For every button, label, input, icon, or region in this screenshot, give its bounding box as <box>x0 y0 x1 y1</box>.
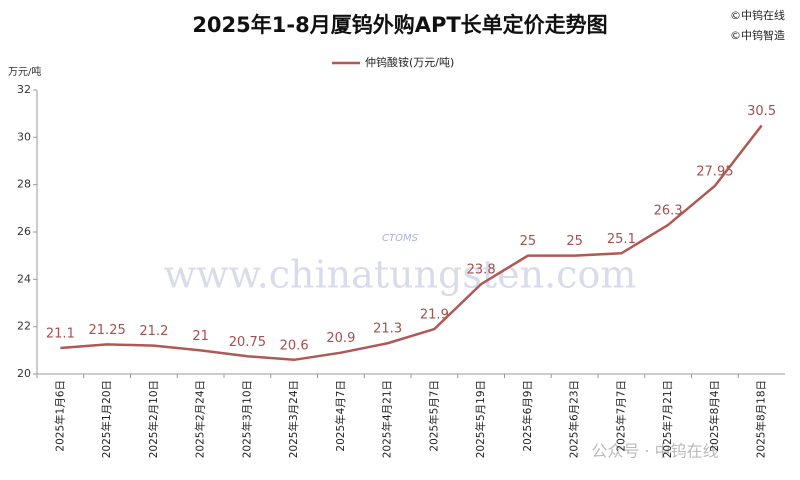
data-label: 21.2 <box>139 324 168 339</box>
legend-label: 仲钨酸铵(万元/吨) <box>365 55 454 69</box>
y-tick-label: 28 <box>17 178 31 191</box>
y-tick-label: 30 <box>17 130 31 143</box>
y-tick-label: 22 <box>17 320 31 333</box>
data-label: 26.3 <box>654 203 683 218</box>
x-tick-label: 2025年4月7日 <box>334 380 347 452</box>
y-tick-label: 24 <box>17 272 31 285</box>
x-tick-label: 2025年7月21日 <box>661 380 674 458</box>
x-tick-label: 2025年7月7日 <box>614 380 627 452</box>
data-label: 25 <box>520 234 537 249</box>
chart-title: 2025年1-8月厦钨外购APT长单定价走势图 <box>192 13 607 37</box>
y-axis-label: 万元/吨 <box>8 65 41 78</box>
x-tick-label: 2025年4月21日 <box>381 380 394 458</box>
x-tick-label: 2025年5月19日 <box>474 380 487 458</box>
data-label: 20.6 <box>280 338 309 353</box>
data-label: 25 <box>566 234 583 249</box>
watermark: CTOMS <box>382 233 419 244</box>
data-line <box>60 124 763 362</box>
x-tick-label: 2025年8月18日 <box>755 380 768 458</box>
data-label: 21.1 <box>46 326 75 341</box>
x-tick-label: 2025年6月9日 <box>521 380 534 452</box>
x-tick-label: 2025年3月10日 <box>240 380 253 458</box>
watermark: www.chinatungsten.com <box>164 253 637 297</box>
x-tick-label: 2025年6月23日 <box>568 380 581 458</box>
y-tick-label: 26 <box>17 225 31 238</box>
data-label: 27.95 <box>696 164 733 179</box>
x-tick-label: 2025年8月4日 <box>708 380 721 452</box>
x-tick-label: 2025年5月7日 <box>427 380 440 452</box>
y-tick-label: 32 <box>17 83 31 96</box>
x-tick-label: 2025年2月24日 <box>194 380 207 458</box>
data-label: 21.9 <box>420 308 449 323</box>
x-tick-label: 2025年3月24日 <box>287 380 300 458</box>
x-tick-label: 2025年1月20日 <box>100 380 113 458</box>
copyright: ©中钨智造 <box>730 28 785 42</box>
data-label: 20.9 <box>326 331 355 346</box>
data-label: 30.5 <box>747 104 776 119</box>
data-label: 25.1 <box>607 232 636 247</box>
data-label: 21.25 <box>89 323 126 338</box>
watermark: 公众号 · 中钨在线 <box>591 442 718 461</box>
copyright: ©中钨在线 <box>730 8 785 22</box>
data-label: 21.3 <box>373 322 402 337</box>
data-label: 20.75 <box>229 335 266 350</box>
y-tick-label: 20 <box>17 367 31 380</box>
x-tick-label: 2025年1月6日 <box>53 380 66 452</box>
data-label: 23.8 <box>467 263 496 278</box>
x-tick-label: 2025年2月10日 <box>147 380 160 458</box>
data-label: 21 <box>192 329 209 344</box>
